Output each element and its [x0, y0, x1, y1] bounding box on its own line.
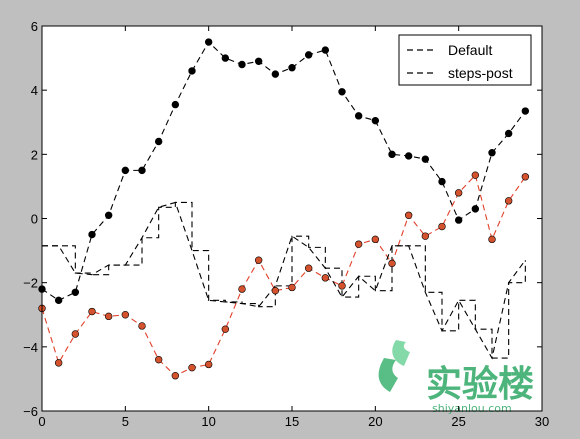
series-layer: [41, 41, 526, 377]
series-0-point-14: [271, 70, 280, 78]
series-1-point-6: [138, 322, 146, 330]
series-0-point-1: [54, 296, 63, 305]
series-0-point-9: [188, 67, 196, 75]
series-0-point-18: [338, 88, 346, 96]
series-1-point-9: [188, 363, 196, 372]
legend-label-default: Default: [448, 42, 492, 58]
series-1-point-8: [171, 372, 180, 380]
series-0-point-29: [521, 107, 530, 115]
series-0-point-10: [204, 38, 213, 46]
series-0-point-11: [221, 54, 230, 62]
series-0-point-16: [304, 51, 313, 59]
series-0-point-27: [488, 149, 496, 157]
series-1-point-27: [488, 235, 496, 244]
legend-box: [398, 34, 532, 86]
series-1-point-20: [371, 235, 380, 244]
series-0-point-12: [238, 60, 246, 69]
x-tick-label: 5: [122, 414, 129, 429]
series-1-point-7: [154, 355, 163, 364]
series-1-point-3: [88, 307, 96, 316]
series-1-point-26: [471, 171, 480, 179]
series-0-point-23: [421, 155, 430, 163]
series-0-point-20: [371, 116, 380, 125]
x-tick-label: 0: [38, 414, 45, 429]
series-1-point-14: [271, 286, 280, 295]
x-tick-label: 10: [201, 414, 215, 429]
series-1-point-19: [354, 240, 363, 248]
legend-label-steps-post: steps-post: [448, 65, 513, 81]
series-line-1: [41, 174, 526, 377]
series-0-point-22: [404, 152, 413, 160]
y-tick-label: 4: [31, 83, 38, 98]
y-tick-label: −6: [23, 404, 38, 419]
x-tick-label: 30: [535, 414, 549, 429]
series-1-point-5: [121, 311, 130, 319]
series-1-point-10: [204, 360, 213, 369]
series-line-0: [41, 41, 526, 301]
y-tick-label: −2: [23, 276, 38, 291]
series-0-point-25: [454, 216, 463, 224]
watermark-text: 实验楼: [426, 364, 534, 405]
series-0-point-3: [88, 230, 96, 239]
watermark-subtext: shiyanlou.com: [432, 402, 512, 415]
watermark: 实验楼 shiyanlou.com: [378, 340, 534, 415]
series-1-point-22: [404, 211, 413, 219]
series-1-point-17: [321, 274, 330, 282]
series-1-point-21: [388, 259, 396, 268]
series-0-point-15: [288, 64, 296, 72]
series-0-point-5: [121, 166, 130, 175]
series-1-point-23: [421, 232, 430, 240]
x-tick-label: 20: [368, 414, 382, 429]
watermark-logo-icon: [378, 340, 410, 392]
series-0-point-26: [471, 205, 480, 213]
series-1-point-4: [104, 312, 113, 321]
series-0-point-4: [104, 211, 113, 219]
x-tick-label: 25: [451, 414, 465, 429]
series-0-point-2: [71, 288, 80, 296]
y-tick-label: 0: [31, 212, 38, 227]
series-1-point-25: [454, 189, 463, 197]
series-1-point-18: [338, 282, 346, 290]
series-0-point-24: [438, 177, 446, 186]
legend: Default steps-post: [398, 34, 532, 86]
series-0-point-17: [321, 46, 330, 54]
series-0-point-6: [138, 166, 146, 175]
series-0-point-21: [388, 150, 396, 159]
series-1-point-24: [438, 222, 446, 231]
series-1-point-11: [221, 325, 230, 333]
marker-layer: [38, 38, 530, 380]
series-1-point-12: [238, 285, 246, 293]
x-tick-label: 15: [285, 414, 299, 429]
series-1-point-13: [254, 256, 263, 264]
series-0-point-19: [354, 112, 363, 120]
series-0-point-7: [154, 137, 163, 146]
series-0-point-13: [254, 57, 263, 65]
series-0-point-28: [504, 129, 513, 138]
y-tick-label: −4: [23, 340, 38, 355]
series-line-3: [42, 201, 526, 359]
series-1-point-28: [504, 197, 513, 205]
series-0-point-8: [171, 100, 180, 109]
axis-layer: 0 5 10 15 20 25 30 −6 −4 −2 0 2 4 6: [23, 19, 549, 429]
series-1-point-2: [71, 330, 80, 338]
series-1-point-1: [54, 359, 63, 367]
y-tick-label: 6: [31, 19, 38, 34]
series-line-2: [42, 201, 526, 360]
y-tick-label: 2: [31, 147, 38, 162]
series-1-point-15: [288, 283, 296, 292]
series-1-point-16: [304, 264, 313, 272]
series-1-point-29: [521, 173, 530, 181]
